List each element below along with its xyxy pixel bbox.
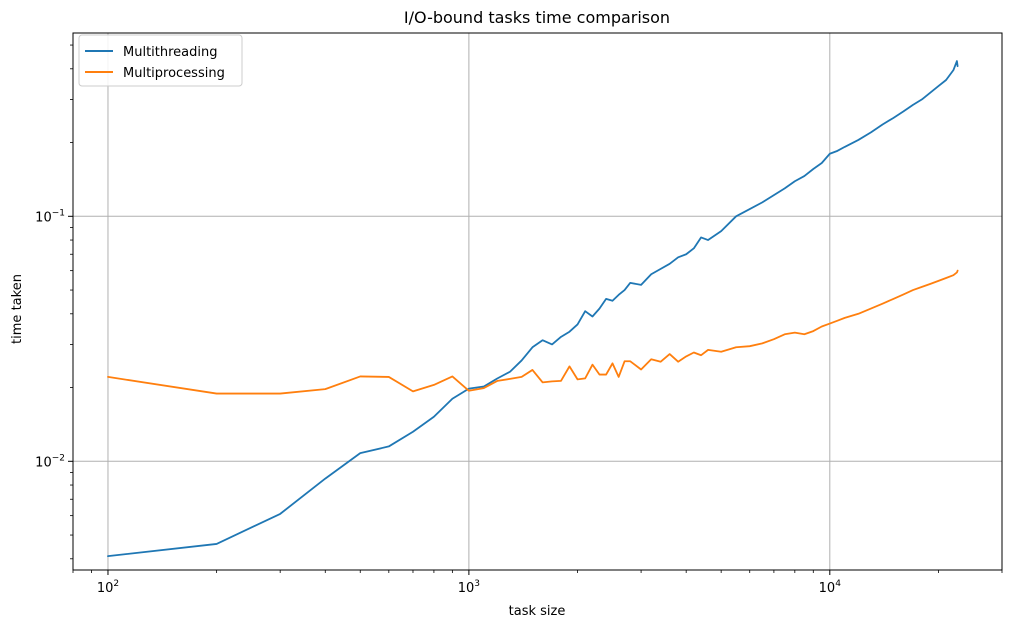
- legend-box: [78, 34, 243, 87]
- y-axis-label: time taken: [10, 274, 25, 344]
- legend-label-multiprocessing: Multiprocessing: [123, 66, 225, 81]
- grid: [73, 33, 1002, 570]
- series-lines: [107, 60, 959, 558]
- legend: Multithreading Multiprocessing: [78, 34, 243, 87]
- x-tick-label: 102: [97, 579, 119, 596]
- axis-ticks: 102 103 104 10−2 10−1: [35, 44, 1003, 596]
- x-tick-label: 104: [819, 579, 842, 596]
- x-axis-label: task size: [509, 604, 566, 619]
- series-line-multiprocessing: [107, 269, 959, 395]
- plot-area-frame: [72, 32, 1003, 571]
- x-tick-label: 103: [458, 579, 480, 596]
- legend-label-multithreading: Multithreading: [123, 45, 218, 60]
- y-tick-label: 10−2: [35, 453, 65, 470]
- chart-title: I/O-bound tasks time comparison: [404, 8, 670, 27]
- y-tick-label: 10−1: [35, 208, 65, 225]
- series-line-multithreading: [107, 60, 959, 558]
